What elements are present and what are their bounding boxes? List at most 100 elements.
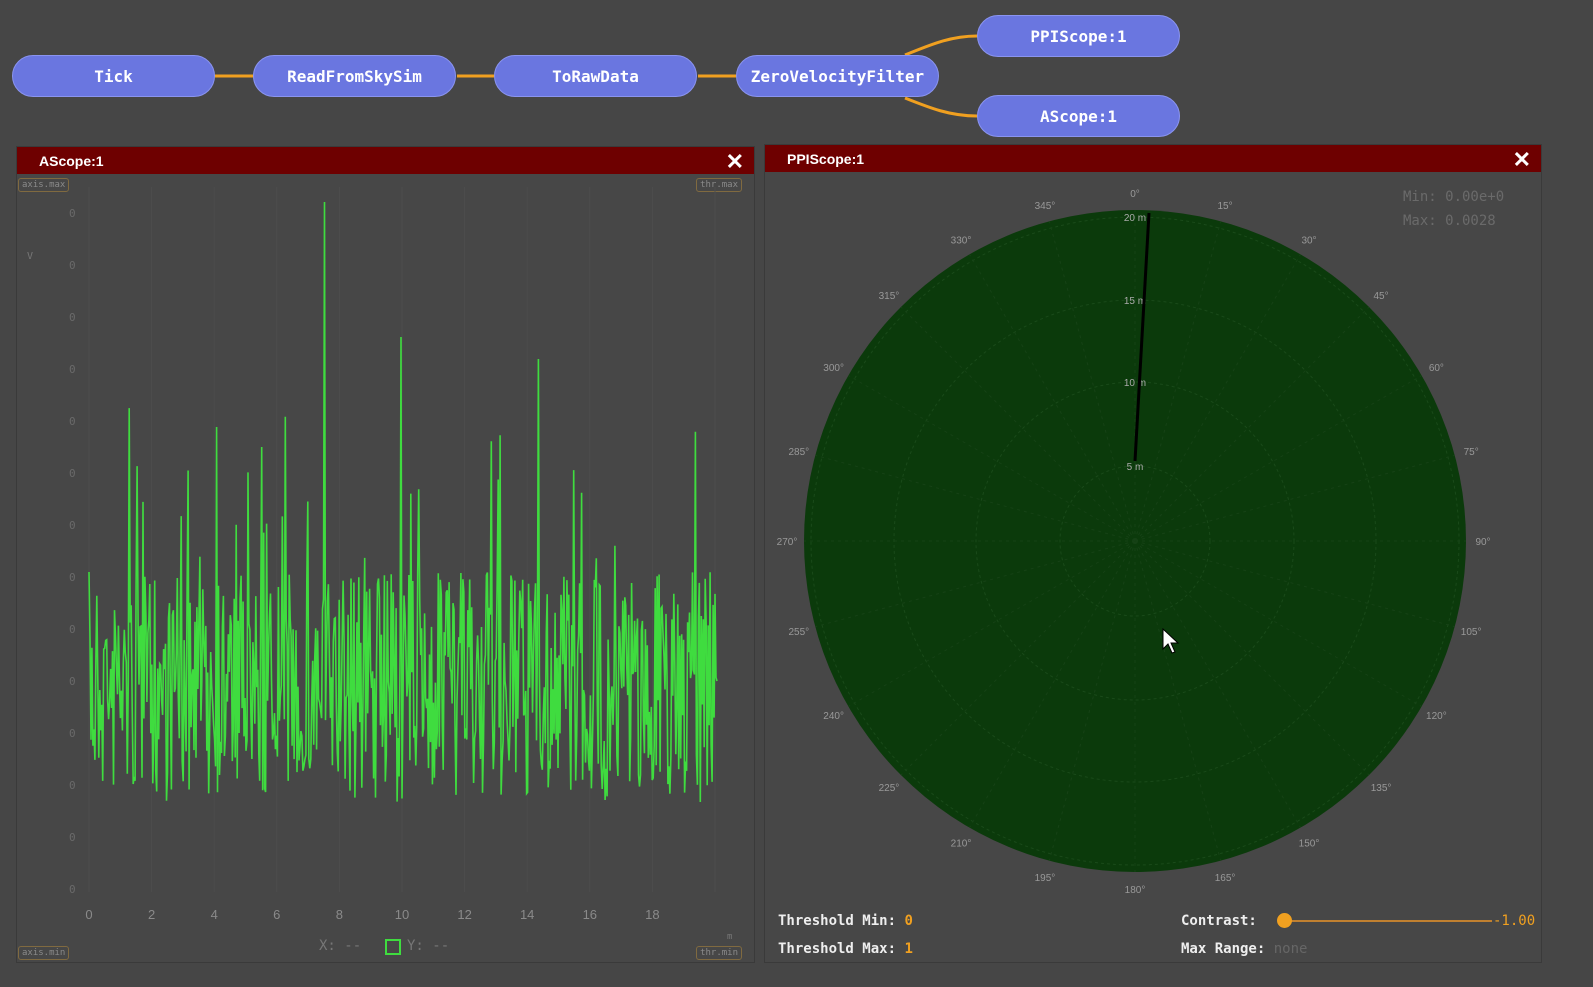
- angle-label: 345°: [1035, 201, 1056, 212]
- angle-label: 90°: [1475, 537, 1490, 548]
- contrast-value: -1.00: [1493, 913, 1536, 929]
- ppiscope-title: PPIScope:1: [787, 150, 865, 167]
- x-axis-label: m: [727, 932, 732, 942]
- bearing-line: [969, 540, 1136, 828]
- contrast-slider[interactable]: [1277, 913, 1492, 928]
- angle-label: 120°: [1426, 711, 1447, 722]
- threshold-max: Threshold Max: 1: [778, 941, 913, 957]
- ascope-panel: AScope:1 ✕ axis.max thr.max axis.min thr…: [16, 146, 755, 963]
- ascope-header[interactable]: AScope:1 ✕: [17, 147, 754, 174]
- x-tick-label: 10: [395, 907, 409, 922]
- contrast-label: Contrast:: [1181, 913, 1257, 929]
- threshold-min-value[interactable]: 0: [904, 913, 913, 929]
- angle-label: 240°: [823, 711, 844, 722]
- min-readout: Min: 0.00e+0: [1403, 189, 1505, 205]
- bearing-line: [1134, 540, 1301, 828]
- bearing-line: [848, 540, 1136, 707]
- x-tick-label: 14: [520, 907, 534, 922]
- range-label: 15 m: [1124, 296, 1146, 307]
- close-icon[interactable]: ✕: [1512, 147, 1531, 172]
- angle-label: 225°: [879, 783, 900, 794]
- x-tick-label: 12: [457, 907, 471, 922]
- bearing-line: [1134, 540, 1422, 707]
- angle-label: 0°: [1130, 189, 1140, 200]
- bearing-line: [1134, 454, 1455, 542]
- max-range-value[interactable]: none: [1273, 941, 1308, 957]
- node-ppiscope[interactable]: PPIScope:1: [977, 15, 1180, 57]
- bearing-line: [1134, 540, 1222, 861]
- y-tick-label: 0: [69, 675, 76, 688]
- range-label: 10 m: [1124, 378, 1146, 389]
- node-to-raw-data[interactable]: ToRawData: [494, 55, 697, 97]
- y-tick-label: 0: [69, 467, 76, 480]
- angle-label: 30°: [1301, 236, 1316, 247]
- contrast-slider-thumb[interactable]: [1277, 913, 1292, 928]
- angle-label: 300°: [823, 363, 844, 374]
- readout-y: Y: --: [407, 938, 450, 954]
- max-range: Max Range: none: [1181, 941, 1308, 957]
- angle-label: 15°: [1218, 201, 1233, 212]
- angle-label: 75°: [1464, 447, 1479, 458]
- angle-label: 150°: [1299, 838, 1320, 849]
- y-tick-label: 0: [69, 311, 76, 324]
- angle-label: 45°: [1374, 291, 1389, 302]
- cursor-icon: [1162, 627, 1180, 654]
- bearing-line: [1134, 254, 1301, 542]
- angle-label: 315°: [879, 291, 900, 302]
- range-label: 20 m: [1124, 213, 1146, 224]
- wire-zvf-ppi: [904, 34, 978, 57]
- y-tick-label: 0: [69, 779, 76, 792]
- angle-label: 210°: [951, 838, 972, 849]
- range-label: 5 m: [1127, 462, 1144, 473]
- node-read-from-sky-sim[interactable]: ReadFromSkySim: [253, 55, 456, 97]
- thr-min-tag[interactable]: thr.min: [696, 946, 742, 960]
- threshold-min: Threshold Min: 0: [778, 913, 913, 929]
- x-tick-label: 0: [85, 907, 92, 922]
- y-tick-label: 0: [69, 883, 76, 896]
- bearing-line: [1134, 375, 1422, 542]
- bearing-line: [1134, 540, 1455, 628]
- y-tick-label: 0: [69, 415, 76, 428]
- y-tick-label: 0: [69, 831, 76, 844]
- signal-trace: [88, 201, 718, 803]
- ppi-scope-display[interactable]: 0° 15° 30° 45° 60° 75° 90° 105° 120° 135° 150° 165°…: [765, 173, 1541, 913]
- bearing-line: [1048, 221, 1136, 542]
- angle-label: 270°: [777, 537, 798, 548]
- node-zero-velocity-filter[interactable]: ZeroVelocityFilter: [736, 55, 939, 97]
- bearing-line: [900, 306, 1136, 542]
- ppiscope-header[interactable]: PPIScope:1 ✕: [765, 145, 1541, 172]
- wire-zvf-ascope: [904, 96, 978, 118]
- y-tick-label: 0: [69, 259, 76, 272]
- readout-x: X: --: [319, 938, 362, 954]
- bearing-line: [969, 254, 1136, 542]
- x-tick-label: 2: [148, 907, 155, 922]
- angle-label: 255°: [789, 627, 810, 638]
- x-tick-label: 4: [211, 907, 218, 922]
- x-tick-label: 8: [336, 907, 343, 922]
- node-connections: [215, 34, 978, 118]
- bearing-line: [1134, 540, 1370, 776]
- angle-label: 330°: [951, 236, 972, 247]
- legend-swatch[interactable]: [385, 939, 401, 955]
- y-axis-label: V: [27, 251, 33, 262]
- bearing-line: [1134, 221, 1222, 542]
- ascope-title: AScope:1: [39, 152, 104, 169]
- angle-label: 105°: [1461, 627, 1482, 638]
- angle-label: 60°: [1429, 363, 1444, 374]
- node-tick[interactable]: Tick: [12, 55, 215, 97]
- thr-max-tag[interactable]: thr.max: [696, 178, 742, 192]
- axis-min-tag[interactable]: axis.min: [18, 946, 70, 960]
- y-tick-label: 0: [69, 363, 76, 376]
- threshold-max-value[interactable]: 1: [904, 941, 913, 957]
- sweep-line: [1133, 212, 1151, 462]
- x-tick-label: 16: [583, 907, 597, 922]
- x-tick-label: 6: [273, 907, 280, 922]
- x-tick-label: 18: [645, 907, 659, 922]
- close-icon[interactable]: ✕: [725, 149, 744, 174]
- angle-label: 135°: [1371, 783, 1392, 794]
- axis-max-tag[interactable]: axis.max: [18, 178, 70, 192]
- y-tick-label: 0: [69, 519, 76, 532]
- y-tick-label: 0: [69, 207, 76, 220]
- node-ascope[interactable]: AScope:1: [977, 95, 1180, 137]
